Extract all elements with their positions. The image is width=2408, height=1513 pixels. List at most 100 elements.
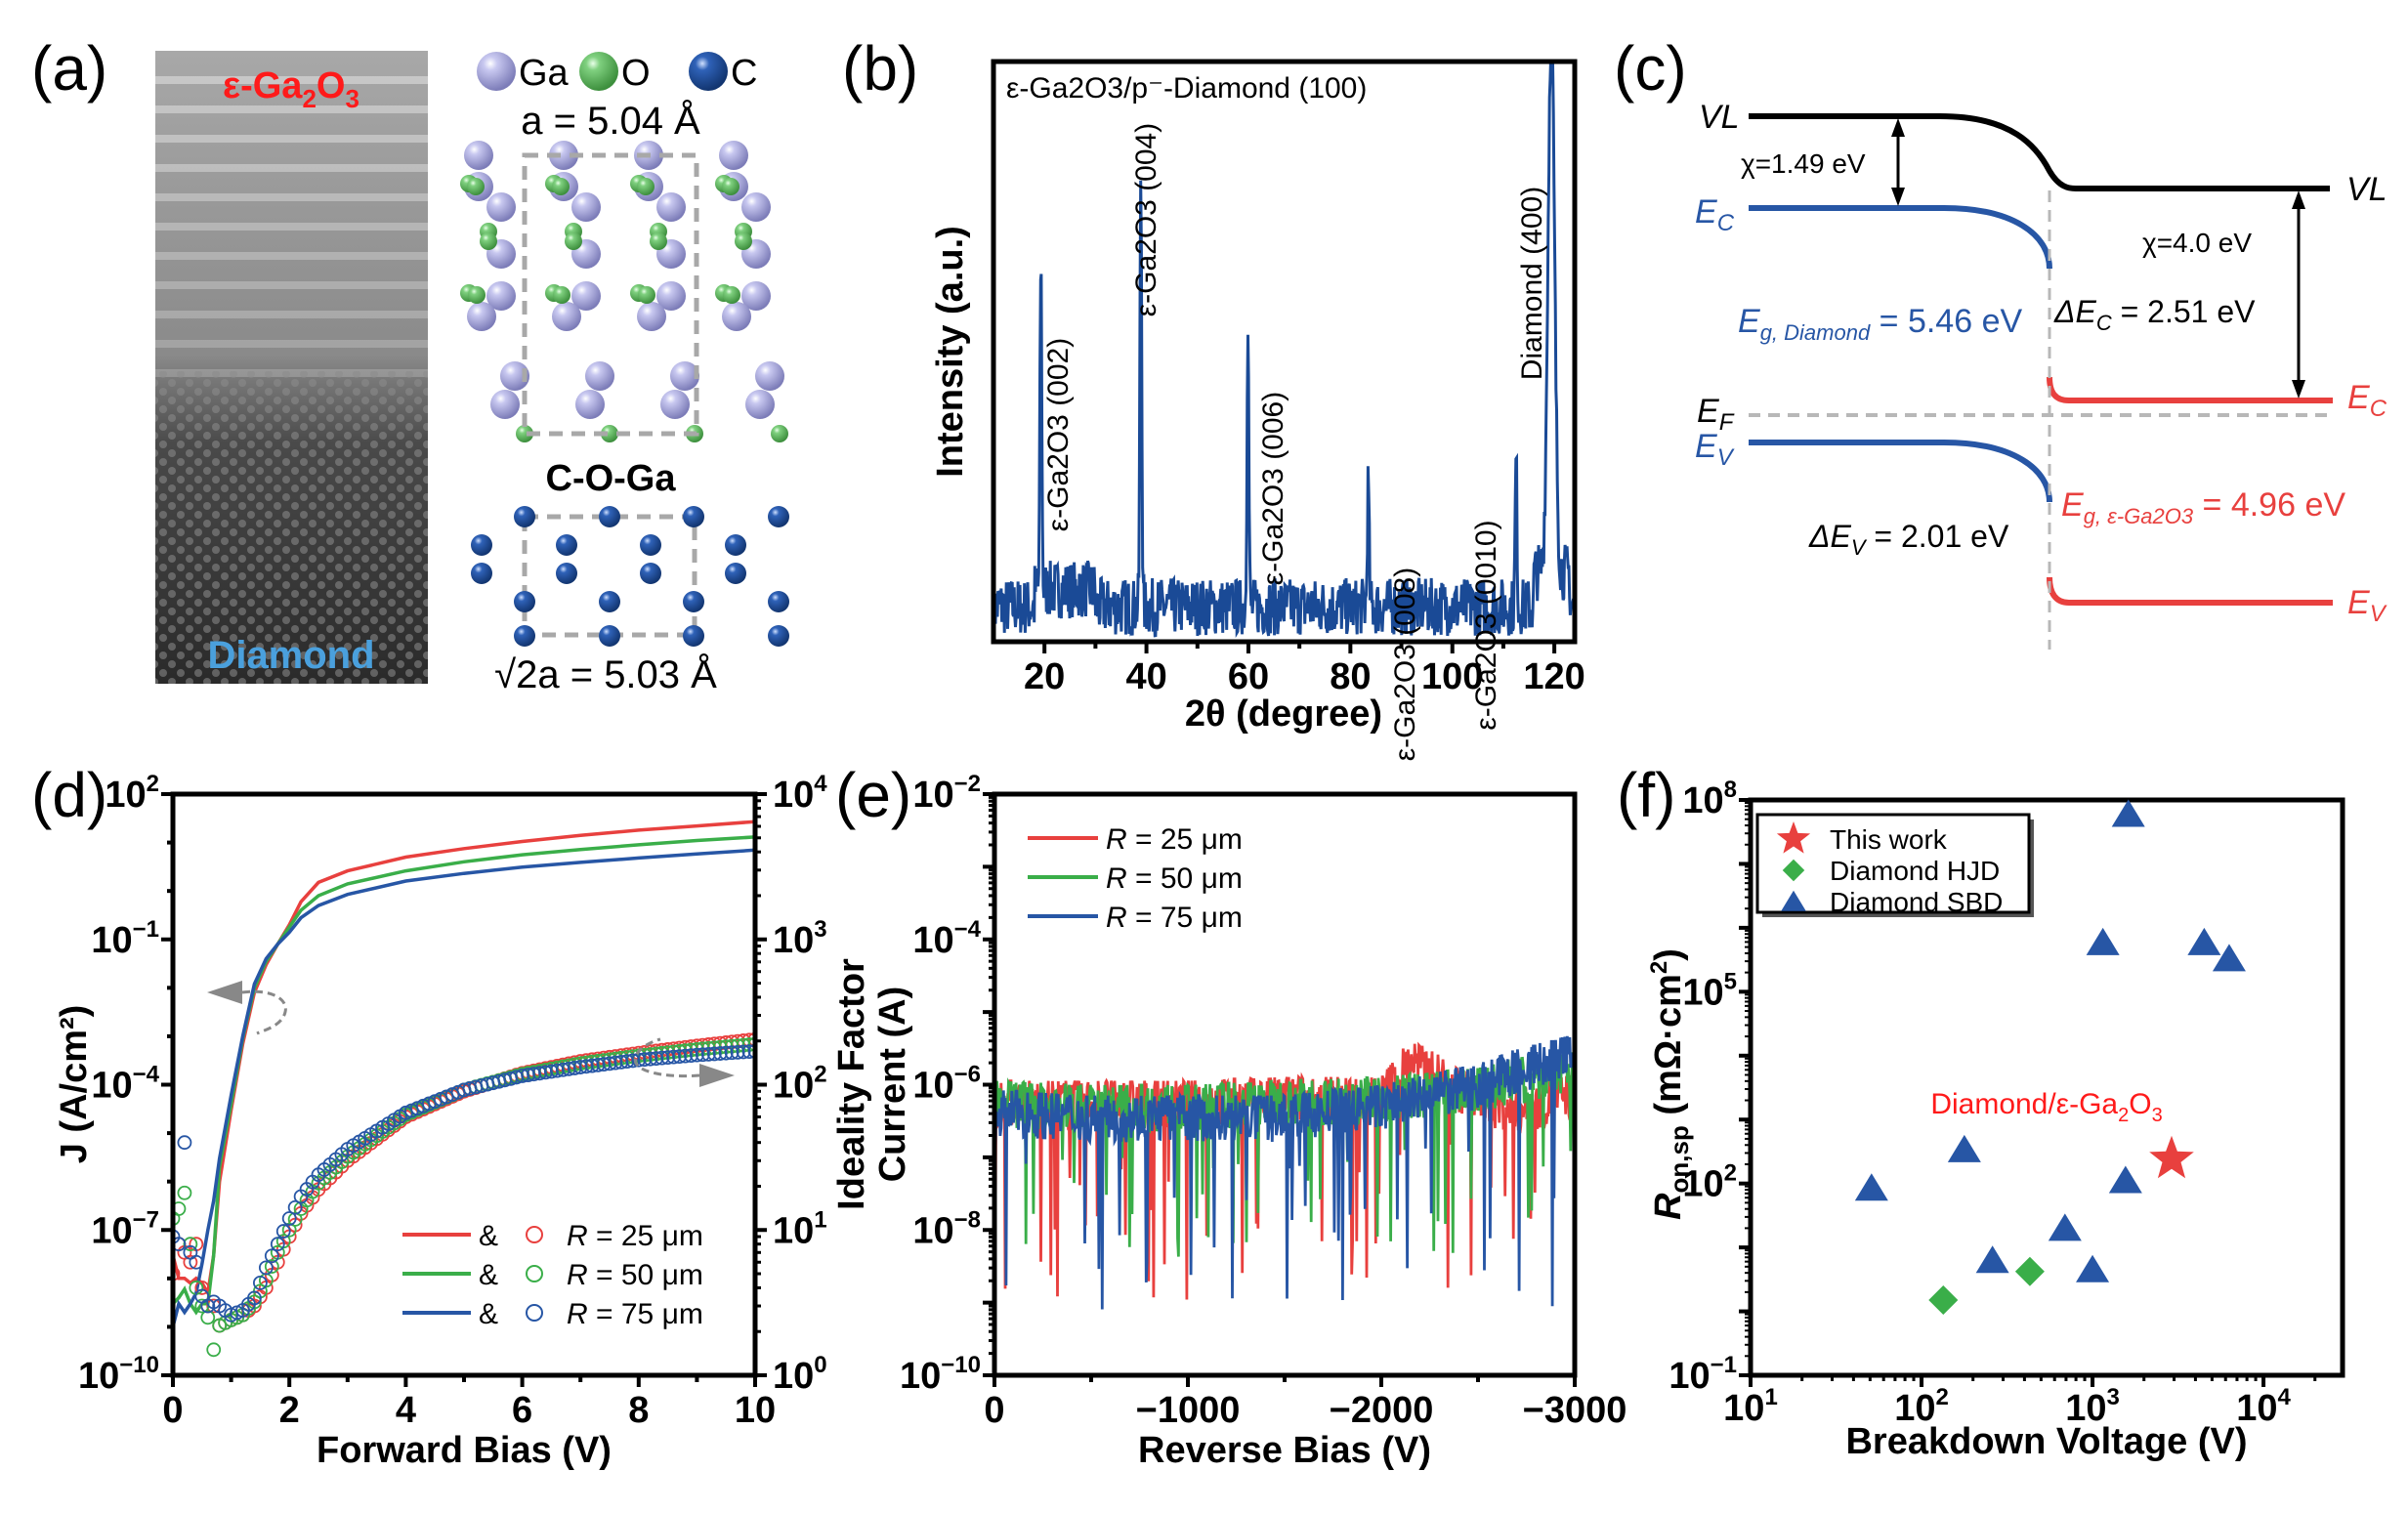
plot-f-xlabel: Breakdown Voltage (V) xyxy=(1845,1421,2247,1462)
ga2o3-lattice xyxy=(460,141,788,442)
reverse-current-line-3 xyxy=(994,1035,1575,1310)
ideality-point xyxy=(173,1237,187,1252)
ga2o3-ev-label: EV xyxy=(2347,584,2387,627)
diamond-lattice xyxy=(471,506,789,647)
xrd-peak-label: Diamond (400) xyxy=(1516,187,1548,380)
e-y-tick-label: 10−4 xyxy=(912,916,981,961)
d-x-tick-label: 4 xyxy=(396,1390,416,1431)
legend-o: O xyxy=(621,53,651,94)
e-y-tick-label: 10−6 xyxy=(912,1062,981,1107)
scatter-point-triangle xyxy=(1947,1134,1981,1162)
d-y-right-tick-label: 102 xyxy=(773,1062,827,1107)
ga-atom xyxy=(745,390,775,419)
scatter-point-triangle xyxy=(2111,799,2145,827)
ga-atom xyxy=(741,281,771,311)
panel-e-label: (e) xyxy=(835,760,911,830)
d-y-left-tick-label: 10−1 xyxy=(91,916,159,961)
ga-atom xyxy=(486,192,516,222)
xrd-x-tick-label: 80 xyxy=(1330,656,1371,697)
panel-d-label: (d) xyxy=(31,760,107,830)
c-atom xyxy=(640,534,661,556)
ideality-point xyxy=(194,1281,210,1295)
plot-f-ylabel: Ron,sp (mΩ·cm2) xyxy=(1646,948,1694,1220)
ideality-point xyxy=(281,1211,297,1226)
xrd-sample-title: ε-Ga2O3/p⁻-Diamond (100) xyxy=(1006,72,1367,105)
ideality-point xyxy=(678,1048,693,1064)
panel-c-label: (c) xyxy=(1614,33,1687,104)
scatter-point-diamond xyxy=(1928,1285,1959,1316)
e-x-tick-label: 0 xyxy=(984,1390,1004,1431)
diamond-ec-label: EC xyxy=(1695,193,1735,236)
f-y-tick-label: 10−1 xyxy=(1669,1352,1737,1397)
d-x-tick-label: 10 xyxy=(735,1390,776,1431)
tem-lattice-band xyxy=(155,281,428,289)
panel-b-label: (b) xyxy=(842,33,918,104)
f-y-tick-label: 102 xyxy=(1682,1160,1737,1205)
right-axis-hint-arrow-icon xyxy=(633,1037,735,1087)
delta-ec-label: ΔEC = 2.51 eV xyxy=(2053,294,2256,335)
d-legend-amp: & xyxy=(479,1259,498,1291)
xrd-ylabel: Intensity (a.u.) xyxy=(930,226,971,478)
c-atom xyxy=(471,563,492,584)
ga2o3-ec-line xyxy=(2047,376,2333,403)
c-atom xyxy=(725,563,746,584)
d-legend-marker xyxy=(526,1265,543,1282)
ga-atom xyxy=(552,302,581,331)
ideality-point xyxy=(258,1260,274,1276)
ga-atom xyxy=(490,390,520,419)
plot-d-legend: & R = 25 μm & R = 50 μm & R = 75 μm xyxy=(402,1220,703,1330)
ideality-point xyxy=(730,1044,745,1060)
d-legend-marker xyxy=(526,1304,543,1322)
panel-f-label: (f) xyxy=(1617,760,1675,830)
c-atom-icon xyxy=(689,52,728,91)
ga2o3-ev-line xyxy=(2047,576,2333,606)
scatter-point-triangle xyxy=(1975,1245,2009,1274)
tem-image xyxy=(155,51,428,684)
xrd-xlabel: 2θ (degree) xyxy=(1185,693,1382,735)
tem-lattice-band xyxy=(155,223,428,231)
ideality-point xyxy=(747,1043,755,1059)
legend-ga: Ga xyxy=(519,53,570,94)
e-legend-label: R = 25 μm xyxy=(1106,823,1243,856)
f-legend-marker xyxy=(1781,890,1806,911)
ideality-point xyxy=(247,1290,262,1306)
xrd-x-tick-label: 100 xyxy=(1421,656,1483,697)
tem-lattice-band xyxy=(155,135,428,143)
f-legend-label: Diamond SBD xyxy=(1830,887,2003,917)
ga-atom xyxy=(656,192,686,222)
d-legend-amp: & xyxy=(479,1298,498,1330)
ideality-point xyxy=(666,1049,681,1065)
e-y-tick-label: 10−8 xyxy=(912,1206,981,1251)
this-work-annotation: Diamond/ε-Ga2O3 xyxy=(1930,1088,2162,1126)
ideality-point xyxy=(660,1050,675,1066)
chi-left-arrow xyxy=(1891,118,1905,206)
d-y-right-tick-label: 103 xyxy=(773,916,827,961)
o-atom xyxy=(516,425,533,442)
ga-atom xyxy=(755,361,784,391)
plot-e-ylabel: Current (A) xyxy=(872,987,913,1183)
c-atom xyxy=(683,591,704,612)
ideality-point xyxy=(712,1046,728,1061)
c-atom xyxy=(725,534,746,556)
tem-label-diamond: Diamond xyxy=(207,634,374,677)
xrd-x-tick-label: 120 xyxy=(1523,656,1584,697)
tem-lattice-band xyxy=(155,193,428,201)
chi-right-label: χ=4.0 eV xyxy=(2142,228,2252,258)
ideality-point xyxy=(625,1053,641,1069)
f-x-tick-label: 104 xyxy=(2236,1384,2291,1429)
f-x-tick-label: 102 xyxy=(1894,1384,1949,1429)
e-x-tick-label: −3000 xyxy=(1523,1390,1627,1431)
c-atom xyxy=(768,591,789,612)
plot-d-xlabel: Forward Bias (V) xyxy=(317,1430,612,1471)
xrd-peak-label: ε-Ga2O3 (002) xyxy=(1042,338,1075,531)
tem-lattice-band xyxy=(155,340,428,348)
e-y-tick-label: 10−10 xyxy=(900,1352,981,1397)
o-atom xyxy=(565,232,582,250)
ideality-point xyxy=(643,1051,658,1067)
diamond-ev-label: EV xyxy=(1695,428,1735,471)
f-legend-marker xyxy=(1776,821,1811,854)
tem-lattice-band xyxy=(155,105,428,113)
ideality-point xyxy=(684,1048,698,1064)
legend-c: C xyxy=(731,53,757,94)
